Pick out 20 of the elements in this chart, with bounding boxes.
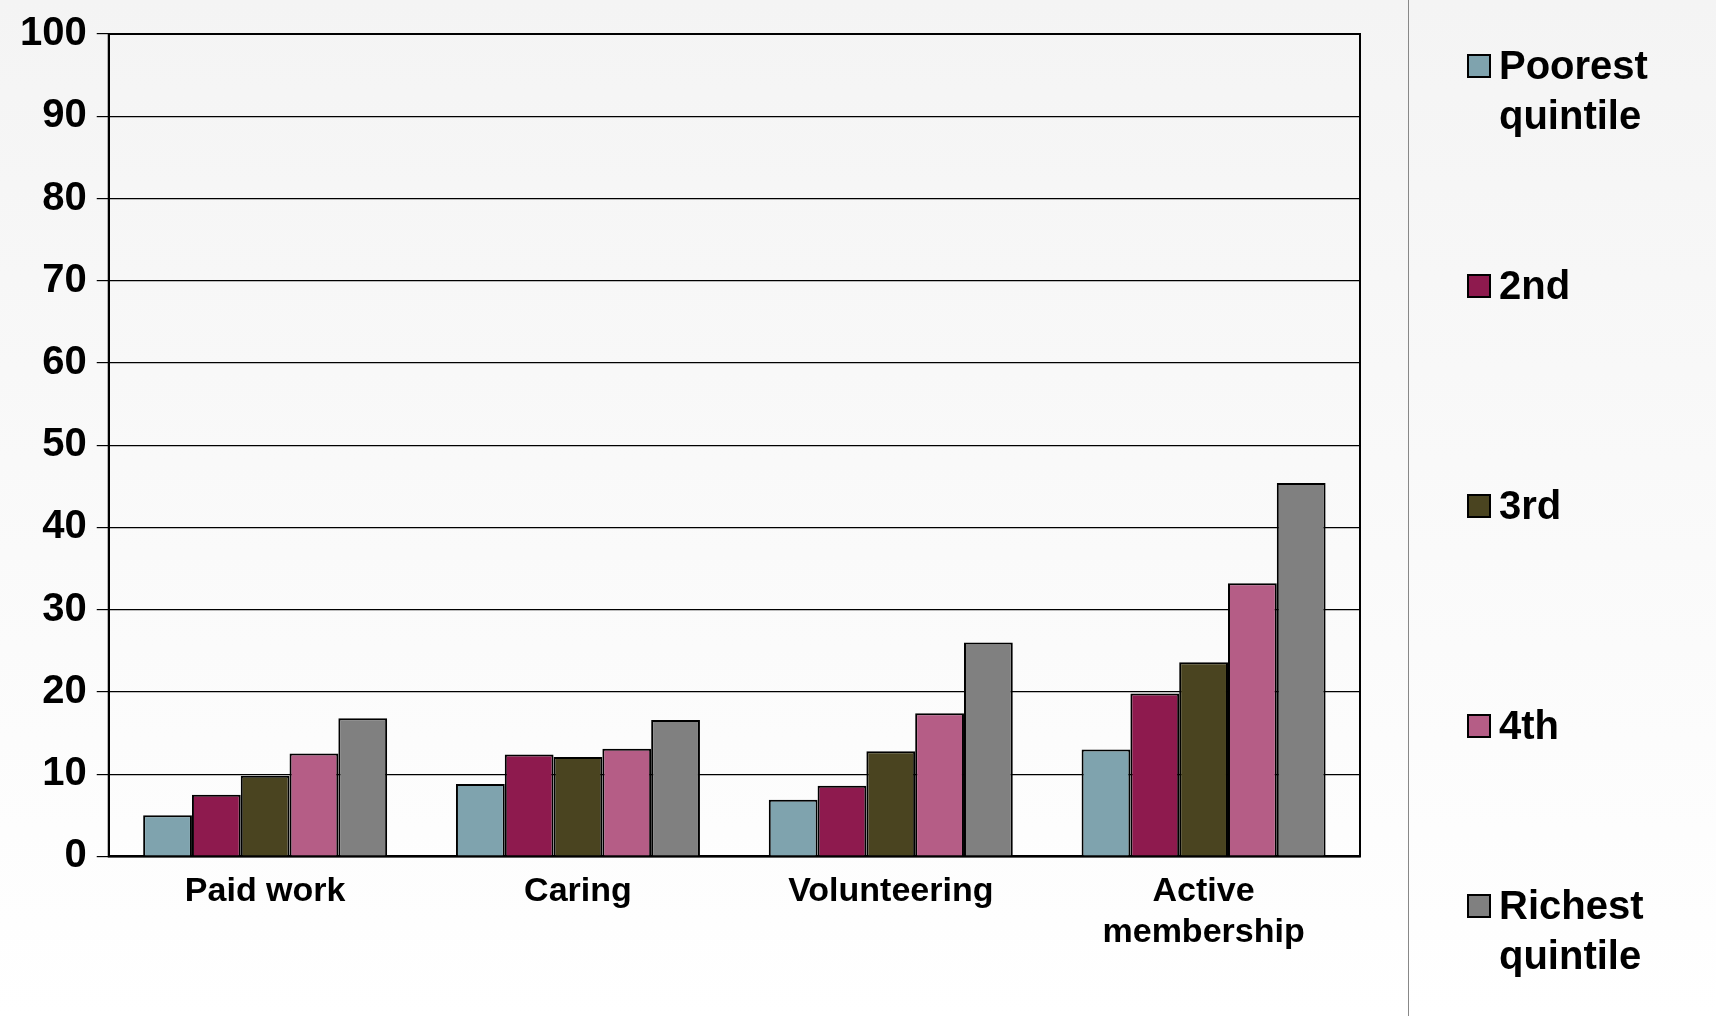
y-tick-label: 20 bbox=[42, 666, 87, 711]
x-tick-label: Volunteering bbox=[788, 870, 994, 909]
legend-label: 4th bbox=[1499, 702, 1559, 749]
y-tick-label: 40 bbox=[42, 502, 87, 547]
y-tick-label: 90 bbox=[42, 91, 87, 136]
legend-label: Richest quintile bbox=[1499, 882, 1645, 979]
y-tick-label: 80 bbox=[42, 173, 87, 218]
y-tick-label: 10 bbox=[42, 749, 87, 794]
y-tick-label: 100 bbox=[19, 9, 87, 54]
legend-label: 3rd bbox=[1499, 482, 1562, 529]
y-tick-label: 70 bbox=[42, 255, 87, 300]
legend-label: 2nd bbox=[1499, 262, 1571, 309]
x-tick-label: Caring bbox=[524, 870, 632, 909]
y-tick-label: 60 bbox=[42, 337, 87, 382]
y-tick-label: 30 bbox=[42, 584, 87, 629]
legend-label: Poorest quintile bbox=[1499, 42, 1649, 139]
x-tick-label: Active membership bbox=[1102, 870, 1305, 949]
y-tick-label: 50 bbox=[42, 420, 87, 465]
x-tick-label: Paid work bbox=[184, 870, 346, 909]
y-tick-label: 0 bbox=[64, 831, 87, 876]
